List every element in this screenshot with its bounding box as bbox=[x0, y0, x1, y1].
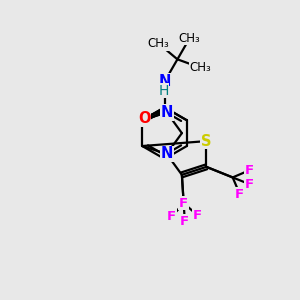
Text: F: F bbox=[245, 164, 254, 177]
Text: F: F bbox=[193, 208, 202, 221]
Text: CH₃: CH₃ bbox=[148, 37, 170, 50]
Text: O: O bbox=[138, 112, 151, 127]
Text: S: S bbox=[201, 134, 211, 148]
Text: H: H bbox=[158, 83, 169, 98]
Text: F: F bbox=[180, 214, 189, 228]
Text: F: F bbox=[245, 178, 254, 190]
Text: F: F bbox=[179, 196, 188, 210]
Text: CH₃: CH₃ bbox=[190, 61, 211, 74]
Text: N: N bbox=[160, 146, 173, 161]
Text: CH₃: CH₃ bbox=[179, 32, 200, 45]
Text: N: N bbox=[158, 74, 171, 89]
Text: F: F bbox=[235, 188, 244, 200]
Text: N: N bbox=[160, 105, 173, 120]
Text: F: F bbox=[167, 210, 176, 223]
